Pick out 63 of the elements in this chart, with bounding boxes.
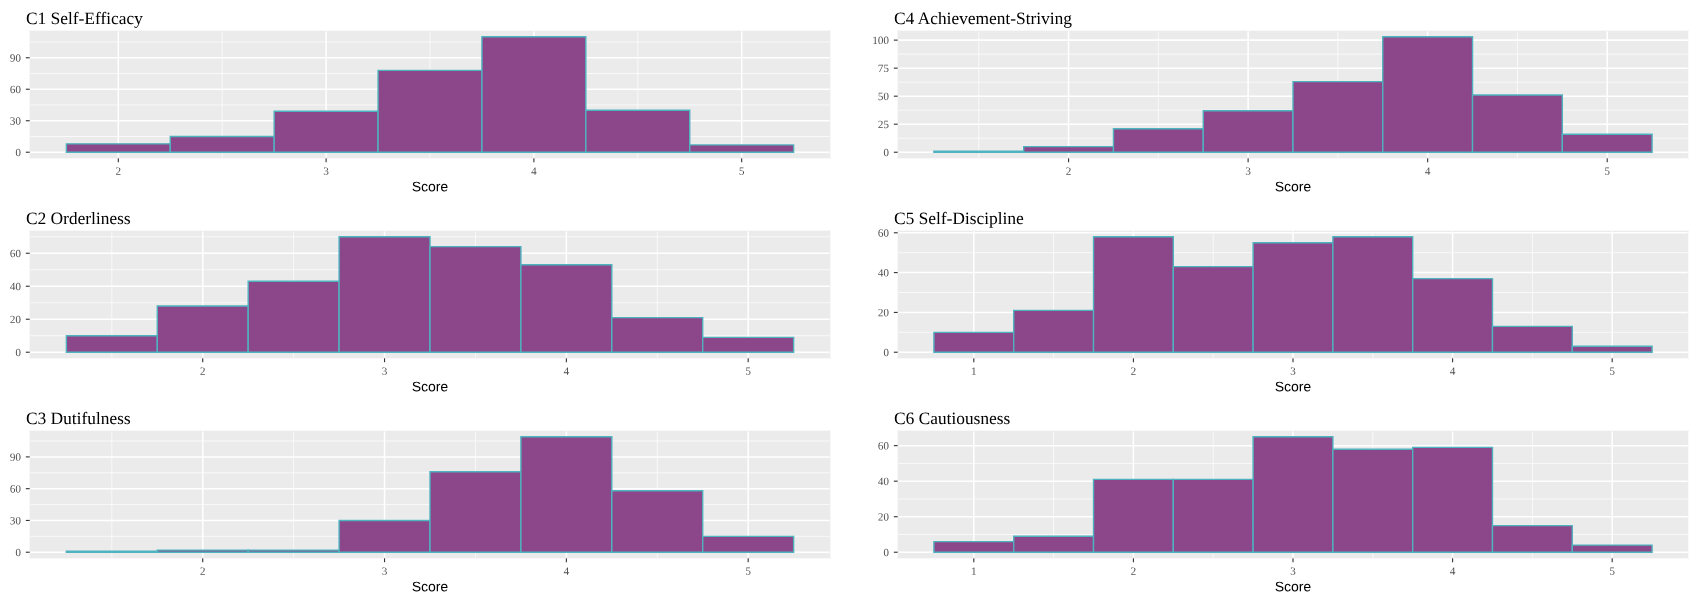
x-tick-label: 5 <box>739 167 745 175</box>
y-tick-label: 40 <box>10 282 21 291</box>
y-tick-label: 0 <box>15 548 21 557</box>
x-tick-label: 3 <box>382 367 387 375</box>
chart-title: C2 Orderliness <box>26 212 130 225</box>
x-tick-label: 3 <box>1245 167 1251 175</box>
y-tick-label: 20 <box>878 513 889 521</box>
x-tick-label: 2 <box>116 167 121 175</box>
y-tick-label: 20 <box>10 315 21 324</box>
x-tick-label: 1 <box>972 567 976 575</box>
y-tick-label: 40 <box>878 269 889 277</box>
y-tick-label: 0 <box>883 548 889 557</box>
x-axis-title: Score <box>412 381 448 392</box>
x-tick-label: 2 <box>1131 367 1136 375</box>
x-tick-label: 5 <box>746 367 751 375</box>
x-tick-label: 3 <box>1290 567 1296 575</box>
x-tick-label: 5 <box>1610 367 1615 375</box>
chart-title: C3 Dutifulness <box>26 411 131 425</box>
x-tick-label: 3 <box>382 567 387 575</box>
y-tick-label: 30 <box>10 117 21 125</box>
y-tick-label: 60 <box>10 485 21 493</box>
y-tick-label: 60 <box>10 249 21 258</box>
x-tick-label: 4 <box>1450 567 1456 575</box>
y-tick-label: 75 <box>878 64 889 73</box>
y-tick-label: 20 <box>878 308 889 317</box>
x-tick-label: 2 <box>1066 167 1071 175</box>
y-tick-label: 0 <box>883 148 889 157</box>
x-tick-label: 5 <box>1610 567 1615 575</box>
y-tick-label: 40 <box>878 477 889 486</box>
x-axis-title: Score <box>1275 581 1311 592</box>
x-tick-label: 1 <box>972 367 976 375</box>
y-tick-label: 50 <box>878 92 889 101</box>
x-tick-label: 5 <box>746 567 751 575</box>
y-tick-label: 0 <box>883 348 889 357</box>
y-tick-label: 90 <box>10 453 21 461</box>
y-tick-label: 60 <box>878 229 889 237</box>
x-tick-label: 3 <box>323 167 329 175</box>
x-tick-label: 4 <box>1425 167 1431 175</box>
x-tick-label: 4 <box>563 567 569 575</box>
x-tick-label: 3 <box>1290 367 1296 375</box>
x-tick-label: 2 <box>200 367 205 375</box>
x-tick-label: 4 <box>531 167 537 175</box>
x-axis-title: Score <box>1275 381 1311 392</box>
y-tick-label: 0 <box>15 348 21 357</box>
chart-title: C4 Achievement-Striving <box>894 12 1072 28</box>
chart-title: C6 Cautiousness <box>894 412 1010 425</box>
x-axis-title: Score <box>412 181 448 192</box>
y-tick-label: 100 <box>873 36 889 45</box>
x-tick-label: 2 <box>200 567 205 575</box>
x-tick-label: 2 <box>1131 567 1136 575</box>
x-tick-label: 4 <box>563 367 569 375</box>
x-tick-label: 5 <box>1605 167 1610 175</box>
y-tick-label: 25 <box>878 120 889 129</box>
y-tick-label: 60 <box>10 85 21 94</box>
chart-title: C5 Self-Discipline <box>894 211 1024 228</box>
y-tick-label: 90 <box>10 54 21 62</box>
y-tick-label: 30 <box>10 516 21 525</box>
y-tick-label: 0 <box>15 148 21 157</box>
x-axis-title: Score <box>412 581 448 592</box>
x-tick-label: 4 <box>1450 367 1456 375</box>
y-tick-label: 60 <box>878 442 889 450</box>
x-axis-title: Score <box>1275 181 1311 192</box>
chart-title: C1 Self-Efficacy <box>26 11 143 28</box>
